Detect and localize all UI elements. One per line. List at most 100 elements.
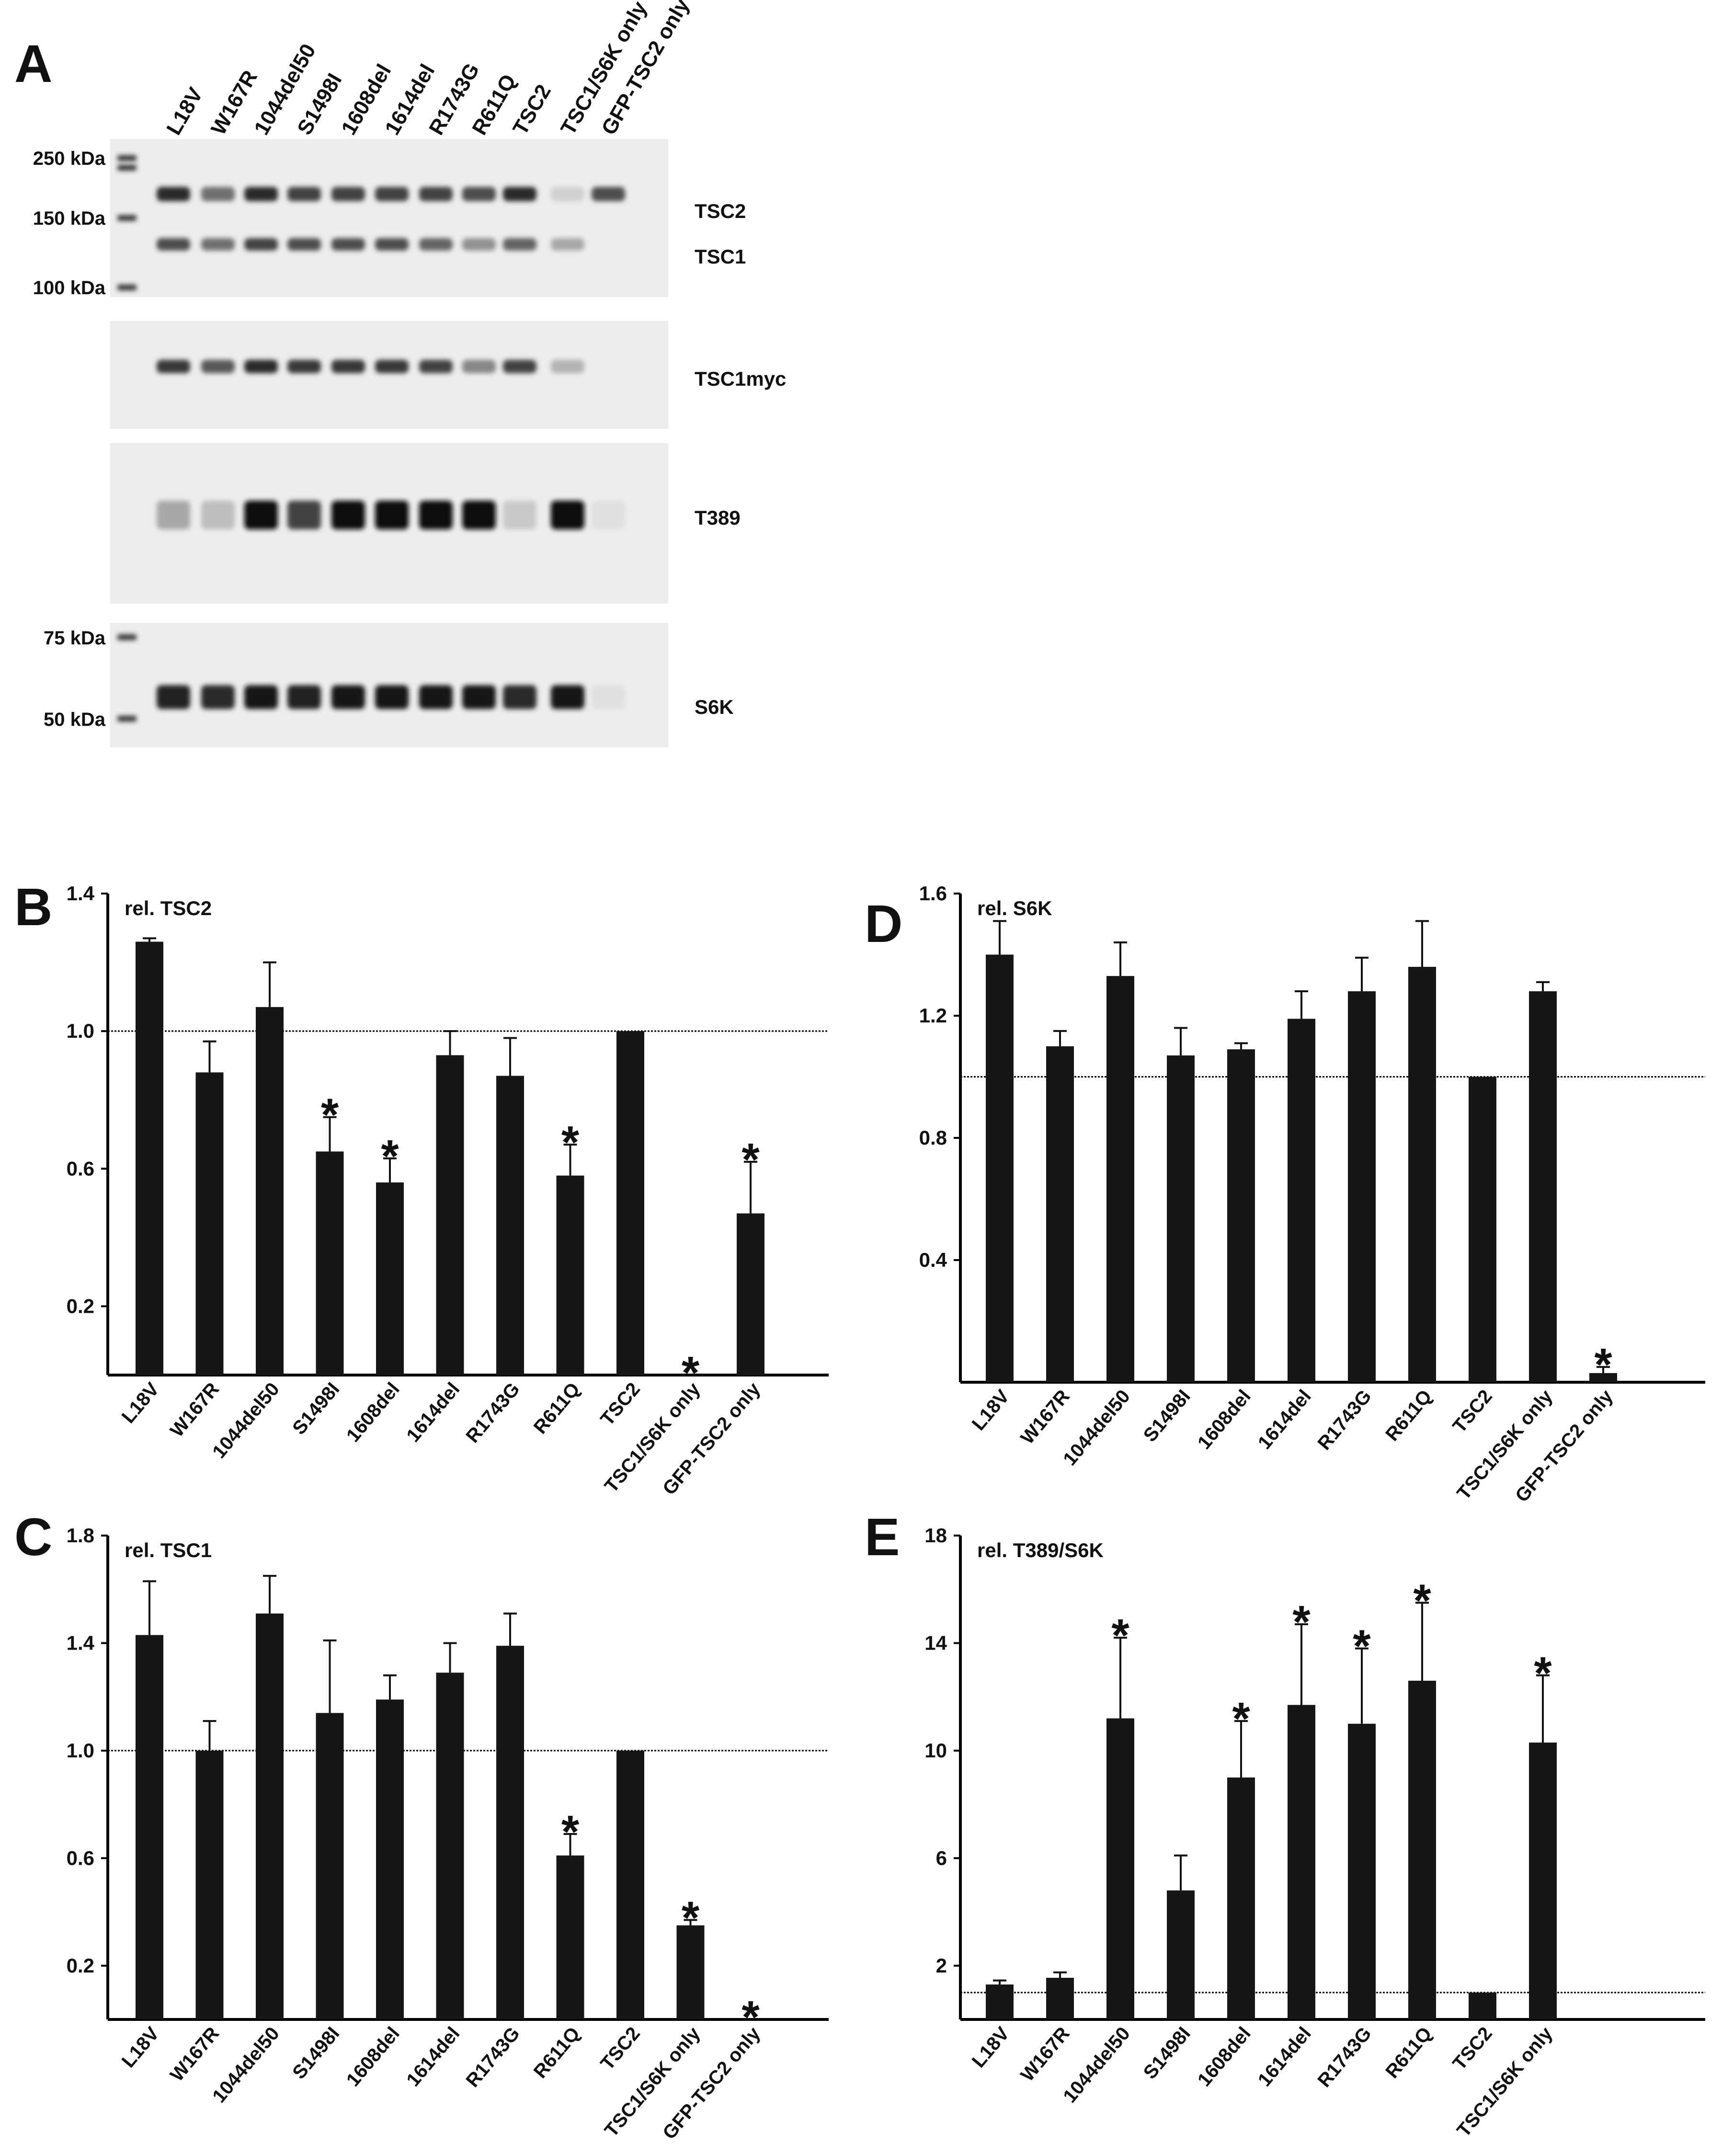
chart-title: rel. TSC2 xyxy=(125,897,212,919)
marker-250-kda: 250 kDa xyxy=(33,148,106,169)
bar-1614del xyxy=(436,1055,464,1375)
bar-r611q xyxy=(556,1855,584,2019)
band-t389-tsc1-s6k-only xyxy=(551,501,584,529)
band-t389-1044del50 xyxy=(244,501,278,529)
band-tsc2-1608del xyxy=(331,187,365,201)
x-tick-label-tsc2: TSC2 xyxy=(596,2023,644,2075)
band-tsc1myc-r611q xyxy=(462,360,496,373)
band-tsc1-1614del xyxy=(375,238,409,251)
band-tsc1-l18v xyxy=(157,238,190,251)
blot-tsc2-tsc1 xyxy=(110,139,668,297)
significance-asterisk-1614del: * xyxy=(1292,1596,1311,1648)
band-tsc1-r611q xyxy=(462,238,496,251)
y-tick-label-0-6: 0.6 xyxy=(67,1846,94,1869)
y-tick-label-6: 6 xyxy=(936,1846,947,1869)
bar-tsc2 xyxy=(1469,1992,1496,2019)
x-tick-label-r1743g: R1743G xyxy=(1313,1386,1375,1454)
band-tsc2-w167r xyxy=(201,187,235,201)
significance-asterisk-r611q: * xyxy=(561,1117,580,1168)
y-tick-label-14: 14 xyxy=(924,1631,947,1654)
band-t389-w167r xyxy=(201,501,235,529)
bar-r1743g xyxy=(496,1646,524,2019)
band-tsc2-s1498i xyxy=(287,187,321,201)
bar-l18v xyxy=(136,941,163,1375)
marker-75-kda: 75 kDa xyxy=(44,628,106,649)
band-tsc2-tsc1-s6k-only xyxy=(551,187,584,201)
bar-l18v xyxy=(986,954,1014,1382)
band-tsc1-w167r xyxy=(201,238,235,251)
band-s6k-1614del xyxy=(375,685,409,709)
band-label-tsc1myc: TSC1myc xyxy=(695,367,786,390)
bar-r1743g xyxy=(1348,1723,1376,2019)
band-tsc1myc-1608del xyxy=(331,360,365,373)
bar-r611q xyxy=(1408,967,1436,1382)
band-label-t389: T389 xyxy=(695,506,741,529)
band-s6k-r611q xyxy=(462,685,496,709)
lane-label-l18v: L18V xyxy=(162,83,207,139)
bar-w167r xyxy=(195,1072,224,1375)
panel-letter-d: D xyxy=(865,895,903,953)
bar-s1498i xyxy=(316,1151,344,1375)
x-tick-label-tsc2: TSC2 xyxy=(596,1379,644,1430)
bar-r1743g xyxy=(1348,991,1376,1382)
x-tick-label-r611q: R611Q xyxy=(1381,2023,1436,2083)
band-tsc2-1044del50 xyxy=(244,187,278,201)
band-t389-l18v xyxy=(157,501,190,529)
chart-title: rel. TSC1 xyxy=(125,1539,212,1561)
band-t389-1614del xyxy=(375,501,409,529)
band-s6k-l18v xyxy=(157,685,190,709)
band-tsc1-s1498i xyxy=(287,238,321,251)
y-tick-label-1-6: 1.6 xyxy=(919,882,947,905)
ladder-band-150 xyxy=(117,215,137,221)
band-t389-r1743g xyxy=(419,501,453,529)
significance-asterisk-tsc1-s6k-only: * xyxy=(682,1892,700,1943)
x-tick-label-tsc2: TSC2 xyxy=(1448,1386,1496,1437)
bar-s1498i xyxy=(316,1713,344,2019)
band-tsc2-1614del xyxy=(375,187,409,201)
bar-1608del xyxy=(376,1699,404,2019)
bar-r611q xyxy=(1408,1681,1436,2019)
x-tick-label-r611q: R611Q xyxy=(1381,1386,1436,1445)
x-tick-label-1608del: 1608del xyxy=(1194,1386,1255,1454)
y-tick-label-0-2: 0.2 xyxy=(67,1954,94,1977)
band-label-tsc2: TSC2 xyxy=(695,200,746,222)
bar-s1498i xyxy=(1167,1890,1195,2019)
bar-1044del50 xyxy=(256,1007,284,1375)
ladder-band-250 xyxy=(117,155,137,161)
bar-w167r xyxy=(1046,1046,1074,1382)
x-tick-label-1614del: 1614del xyxy=(1254,2023,1315,2091)
band-tsc1-1044del50 xyxy=(244,238,278,251)
bar-r1743g xyxy=(496,1076,524,1375)
band-s6k-1608del xyxy=(331,685,365,709)
x-tick-label-r1743g: R1743G xyxy=(1313,2023,1375,2091)
band-s6k-tsc1-s6k-only xyxy=(551,685,584,709)
band-tsc1myc-1044del50 xyxy=(244,360,278,373)
bar-r611q xyxy=(556,1175,584,1375)
y-tick-label-1-4: 1.4 xyxy=(67,1631,95,1654)
band-tsc1myc-l18v xyxy=(157,360,190,373)
bar-tsc2 xyxy=(616,1750,644,2019)
x-tick-label-1614del: 1614del xyxy=(402,1379,464,1446)
band-t389-r611q xyxy=(462,501,496,529)
bar-tsc1-s6k-only xyxy=(676,1925,705,2019)
x-tick-label-w167r: W167R xyxy=(166,2023,224,2086)
y-tick-label-18: 18 xyxy=(924,1524,947,1547)
x-tick-label-1614del: 1614del xyxy=(402,2023,464,2091)
x-tick-label-1608del: 1608del xyxy=(342,2023,404,2091)
y-tick-label-0-8: 0.8 xyxy=(919,1126,947,1149)
significance-asterisk-gfp-tsc2-only: * xyxy=(741,1134,760,1185)
bar-l18v xyxy=(986,1984,1014,2019)
band-tsc1myc-1614del xyxy=(375,360,409,373)
bar-1044del50 xyxy=(1106,1718,1134,2019)
bar-1608del xyxy=(1227,1778,1255,2019)
x-tick-label-1608del: 1608del xyxy=(342,1379,404,1446)
x-tick-label-l18v: L18V xyxy=(968,1386,1014,1434)
ladder-band-100 xyxy=(117,285,137,290)
significance-asterisk-gfp-tsc2-only: * xyxy=(1594,1339,1612,1390)
significance-asterisk-tsc1-s6k-only: * xyxy=(1534,1648,1552,1699)
